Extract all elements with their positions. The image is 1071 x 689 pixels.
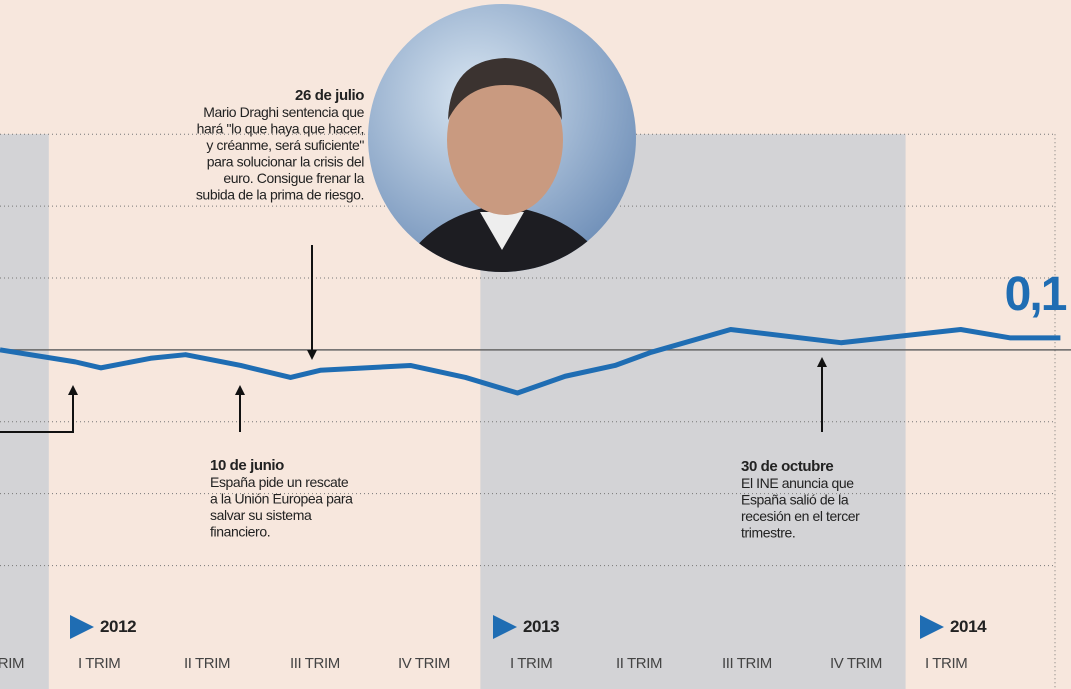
- annotation-text: a la Unión Europea para: [210, 491, 353, 507]
- quarter-label: IV TRIM: [830, 655, 882, 672]
- annotation-text: euro. Consigue frenar la: [223, 170, 364, 186]
- chart: 0,1 TRIM I TRIM II TRIM III TRIM IV TRIM I TRI…: [0, 0, 1071, 689]
- quarter-label: I TRIM: [78, 655, 120, 672]
- quarter-label: III TRIM: [722, 655, 772, 672]
- quarter-label: III TRIM: [290, 655, 340, 672]
- annotation-text: trimestre.: [741, 525, 795, 541]
- year-label: 2014: [950, 617, 987, 636]
- annotation-text: para solucionar la crisis del: [207, 154, 365, 170]
- quarter-label: II TRIM: [616, 655, 662, 672]
- annotation-date: 26 de julio: [295, 87, 364, 104]
- annotation-text: financiero.: [210, 524, 270, 540]
- annotation-text: recesión en el tercer: [741, 508, 860, 524]
- year-label: 2012: [100, 617, 136, 636]
- annotation-text: salvar su sistema: [210, 507, 312, 523]
- year-marker: [70, 615, 94, 639]
- year-label: 2013: [523, 617, 559, 636]
- quarter-label: II TRIM: [184, 655, 230, 672]
- quarter-label: I TRIM: [925, 655, 967, 672]
- annotation-date: 10 de junio: [210, 457, 284, 474]
- quarter-label: TRIM: [0, 655, 24, 672]
- annotation-text: subida de la prima de riesgo.: [196, 187, 364, 203]
- annotation-date: 30 de octubre: [741, 458, 833, 475]
- annotation-text: hará "lo que haya que hacer,: [197, 121, 364, 137]
- quarter-label: I TRIM: [510, 655, 552, 672]
- value-label: 0,1: [1005, 268, 1067, 321]
- annotation-text: España salió de la: [741, 492, 849, 508]
- year-marker: [920, 615, 944, 639]
- annotation-text: y créanme, será suficiente": [206, 137, 364, 153]
- annotation-text: España pide un rescate: [210, 474, 349, 490]
- annotation-text: Mario Draghi sentencia que: [203, 104, 364, 120]
- shaded-period: [0, 134, 49, 689]
- quarter-label: IV TRIM: [398, 655, 450, 672]
- annotation-text: El INE anuncia que: [741, 475, 854, 491]
